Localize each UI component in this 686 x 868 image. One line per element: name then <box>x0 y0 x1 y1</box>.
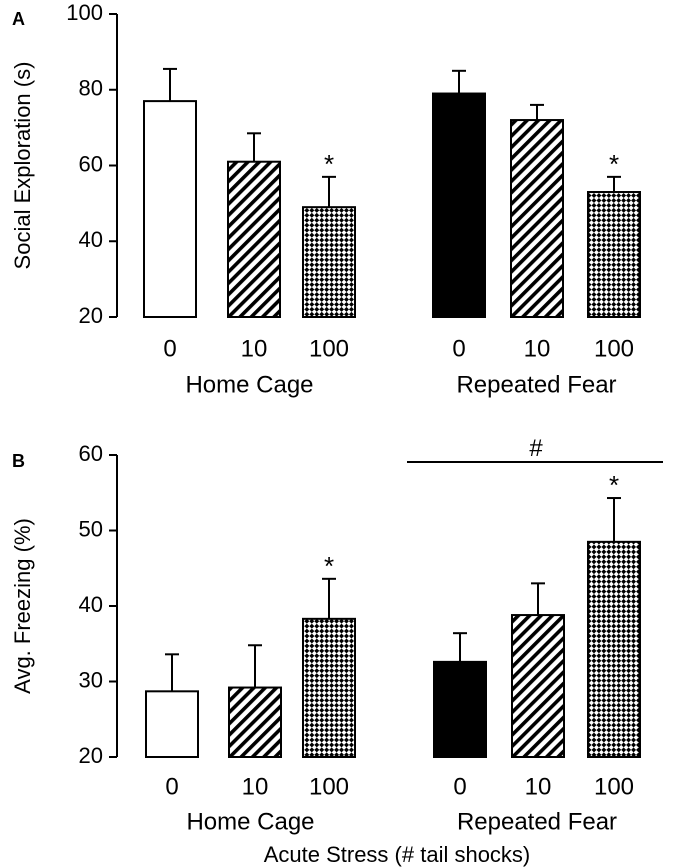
x-axis-label: Acute Stress (# tail shocks) <box>264 842 531 867</box>
category-label: 0 <box>163 335 176 362</box>
y-tick-label: 20 <box>79 743 103 768</box>
y-tick-label: 80 <box>79 76 103 101</box>
y-tick-label: 100 <box>66 0 103 25</box>
bar <box>511 614 565 758</box>
group-label: Repeated Fear <box>456 371 616 398</box>
y-tick-label: 40 <box>79 592 103 617</box>
y-axis-label: Social Exploration (s) <box>10 62 35 270</box>
bar <box>143 100 197 318</box>
category-label: 0 <box>452 335 465 362</box>
category-label: 100 <box>309 335 349 362</box>
bar <box>145 690 199 758</box>
significance-marker: * <box>609 470 619 500</box>
bar <box>587 191 641 318</box>
y-tick-label: 40 <box>79 227 103 252</box>
y-tick-label: 60 <box>79 151 103 176</box>
panel-label: A <box>12 9 25 29</box>
category-label: 10 <box>525 773 552 800</box>
group-comparison-marker: # <box>529 435 543 462</box>
bar <box>433 660 487 758</box>
category-label: 0 <box>453 773 466 800</box>
category-label: 100 <box>594 335 634 362</box>
y-axis-label: Avg. Freezing (%) <box>10 518 35 694</box>
category-label: 10 <box>242 773 269 800</box>
group-label: Repeated Fear <box>457 808 617 835</box>
bar <box>302 206 356 319</box>
bar <box>510 119 564 318</box>
y-tick-label: 30 <box>79 667 103 692</box>
bar <box>432 92 486 318</box>
category-label: 100 <box>309 773 349 800</box>
bar <box>587 540 641 759</box>
significance-marker: * <box>324 149 334 179</box>
category-label: 10 <box>241 335 268 362</box>
category-label: 10 <box>524 335 551 362</box>
category-label: 0 <box>165 773 178 800</box>
significance-marker: * <box>609 149 619 179</box>
bar <box>227 160 281 318</box>
bar <box>302 617 356 759</box>
panel-label: B <box>12 451 25 471</box>
y-tick-label: 60 <box>79 441 103 466</box>
significance-marker: * <box>324 551 334 581</box>
category-label: 100 <box>594 773 634 800</box>
y-tick-label: 20 <box>79 303 103 328</box>
bar <box>228 686 282 758</box>
group-label: Home Cage <box>185 371 313 398</box>
y-tick-label: 50 <box>79 516 103 541</box>
group-label: Home Cage <box>186 808 314 835</box>
